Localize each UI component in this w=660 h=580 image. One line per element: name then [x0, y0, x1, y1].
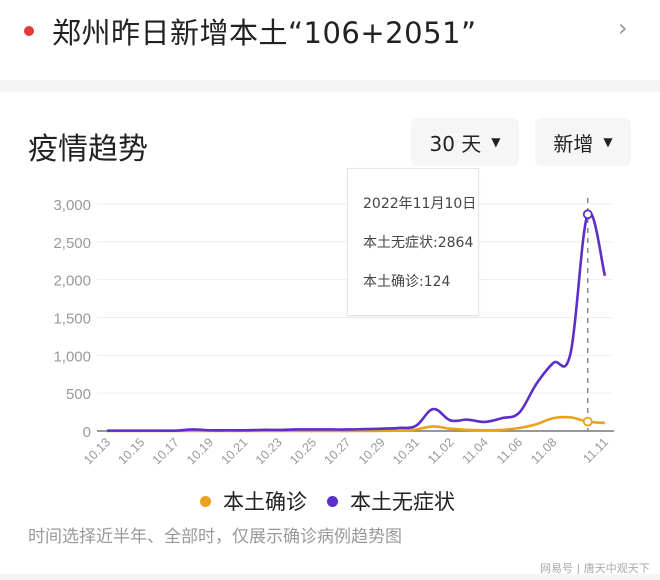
svg-text:11.02: 11.02 — [425, 435, 456, 466]
svg-text:11.08: 11.08 — [528, 435, 559, 466]
red-dot-icon — [24, 26, 34, 36]
legend-dot-icon — [327, 495, 338, 507]
svg-text:10.19: 10.19 — [184, 435, 216, 467]
legend-label: 本土确诊 — [223, 490, 307, 514]
svg-text:1,000: 1,000 — [53, 348, 91, 365]
svg-text:3,000: 3,000 — [53, 197, 91, 214]
svg-text:11.06: 11.06 — [494, 435, 525, 466]
chart-legend: 本土确诊 本土无症状 — [200, 486, 475, 516]
mode-dropdown-label: 新增 — [553, 131, 594, 156]
svg-text:10.29: 10.29 — [356, 435, 388, 467]
svg-text:2,000: 2,000 — [53, 273, 91, 290]
tooltip-confirmed: 本土确诊:124 — [363, 274, 451, 290]
chevron-right-icon: › — [618, 14, 628, 42]
svg-text:10.27: 10.27 — [321, 435, 353, 467]
svg-text:0: 0 — [83, 424, 91, 441]
bottom-divider — [0, 574, 660, 580]
svg-text:10.17: 10.17 — [150, 435, 182, 467]
headline-title: 郑州昨日新增本土“106+2051” — [52, 16, 477, 50]
section-title: 疫情趋势 — [28, 132, 148, 167]
svg-text:10.23: 10.23 — [253, 435, 285, 467]
caret-down-icon: ▼ — [491, 135, 501, 149]
legend-label: 本土无症状 — [350, 490, 455, 514]
range-dropdown-label: 30 天 — [429, 131, 482, 156]
svg-text:11.04: 11.04 — [459, 435, 490, 466]
tooltip-date: 2022年11月10日 — [363, 196, 477, 212]
svg-text:10.31: 10.31 — [390, 435, 422, 467]
headline-link[interactable]: 郑州昨日新增本土“106+2051” › — [0, 0, 660, 78]
legend-item-confirmed[interactable]: 本土确诊 — [200, 486, 307, 516]
legend-dot-icon — [200, 495, 211, 507]
range-dropdown[interactable]: 30 天 ▼ — [411, 118, 519, 166]
chart-note: 时间选择近半年、全部时，仅展示确诊病例趋势图 — [28, 527, 402, 547]
tooltip-asymptomatic: 本土无症状:2864 — [363, 235, 474, 251]
svg-text:10.25: 10.25 — [287, 435, 319, 467]
mode-dropdown[interactable]: 新增 ▼ — [535, 118, 631, 166]
section-divider — [0, 80, 660, 92]
svg-text:11.11: 11.11 — [580, 435, 611, 466]
svg-text:2,500: 2,500 — [53, 235, 91, 252]
svg-text:10.21: 10.21 — [218, 435, 250, 467]
chart-tooltip: 2022年11月10日 本土无症状:2864 本土确诊:124 — [347, 168, 479, 316]
svg-text:500: 500 — [66, 386, 91, 403]
legend-item-asymptomatic[interactable]: 本土无症状 — [327, 486, 455, 516]
svg-text:1,500: 1,500 — [53, 311, 91, 328]
svg-text:10.15: 10.15 — [115, 435, 147, 467]
caret-down-icon: ▼ — [603, 135, 613, 149]
watermark: 网易号 | 唐天中观天下 — [540, 562, 650, 575]
